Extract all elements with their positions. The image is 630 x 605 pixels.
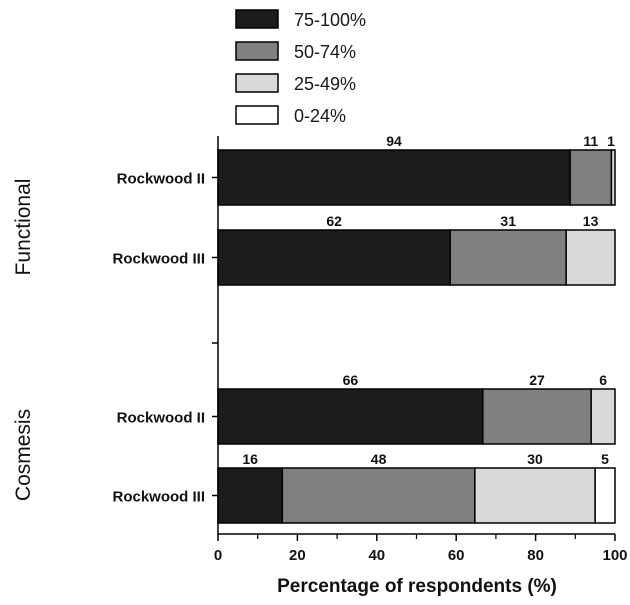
bar-segment-cosmesis-rockwood-iii-25-49 (474, 467, 596, 524)
x-axis: 0 20 40 60 80 100 (212, 136, 628, 564)
data-label-cosmesis-rockwood-iii-25-49: 30 (527, 451, 543, 467)
x-tick-label-0: 0 (214, 547, 222, 564)
bar-segment-functional-rockwood-iii-25-49 (565, 229, 616, 286)
data-label-functional-rockwood-ii-50-74: 11 (583, 133, 598, 149)
data-label-cosmesis-rockwood-ii-25-49: 6 (599, 372, 607, 388)
legend: 75-100% 50-74% 25-49% 0-24% (235, 9, 366, 126)
x-tick-label-20: 20 (289, 547, 306, 564)
bar-segment-functional-rockwood-iii-50-74 (449, 229, 567, 286)
x-tick-label-80: 80 (527, 547, 544, 564)
x-tick-label-40: 40 (368, 547, 385, 564)
legend-swatch-25-49 (235, 73, 279, 93)
bar-segment-functional-rockwood-ii-50-74 (569, 149, 613, 206)
legend-label-75-100: 75-100% (294, 10, 366, 30)
group-label-functional: Functional (12, 179, 35, 276)
bars-layer (217, 149, 616, 524)
legend-label-25-49: 25-49% (294, 74, 356, 94)
x-tick-label-100: 100 (602, 547, 627, 564)
bar-segment-cosmesis-rockwood-ii-50-74 (482, 388, 592, 445)
category-label-functional-rockwood-iii: Rockwood III (112, 251, 205, 268)
data-label-cosmesis-rockwood-iii-0-24: 5 (601, 451, 609, 467)
legend-label-0-24: 0-24% (294, 106, 346, 126)
bar-segment-cosmesis-rockwood-iii-0-24 (594, 467, 616, 524)
data-label-cosmesis-rockwood-ii-50-74: 27 (529, 372, 545, 388)
legend-swatch-75-100 (235, 9, 279, 29)
bar-segment-cosmesis-rockwood-iii-50-74 (281, 467, 476, 524)
bar-segment-functional-rockwood-ii-25-49 (610, 149, 616, 206)
bar-segment-cosmesis-rockwood-ii-75-100 (217, 388, 484, 445)
category-label-cosmesis-rockwood-ii: Rockwood II (117, 410, 205, 427)
legend-swatch-0-24 (235, 105, 279, 125)
bar-segment-functional-rockwood-ii-75-100 (217, 149, 571, 206)
data-label-functional-rockwood-iii-50-74: 31 (500, 213, 516, 229)
data-label-functional-rockwood-iii-25-49: 13 (583, 213, 599, 229)
group-label-cosmesis: Cosmesis (12, 409, 35, 501)
category-label-cosmesis-rockwood-iii: Rockwood III (112, 489, 205, 506)
x-axis-title: Percentage of respondents (%) (277, 576, 557, 597)
legend-label-50-74: 50-74% (294, 42, 356, 62)
data-label-functional-rockwood-iii-75-100: 62 (326, 213, 342, 229)
bar-segment-cosmesis-rockwood-iii-75-100 (217, 467, 284, 524)
category-label-functional-rockwood-ii: Rockwood II (117, 171, 205, 188)
data-label-cosmesis-rockwood-iii-75-100: 16 (242, 451, 258, 467)
legend-swatch-50-74 (235, 41, 279, 61)
data-label-functional-rockwood-ii-25-49: 1 (607, 133, 615, 149)
data-label-functional-rockwood-ii-75-100: 94 (386, 133, 402, 149)
x-tick-label-60: 60 (448, 547, 465, 564)
bar-segment-cosmesis-rockwood-ii-25-49 (590, 388, 616, 445)
data-label-cosmesis-rockwood-ii-75-100: 66 (343, 372, 359, 388)
bar-segment-functional-rockwood-iii-75-100 (217, 229, 451, 286)
data-label-cosmesis-rockwood-iii-50-74: 48 (371, 451, 387, 467)
